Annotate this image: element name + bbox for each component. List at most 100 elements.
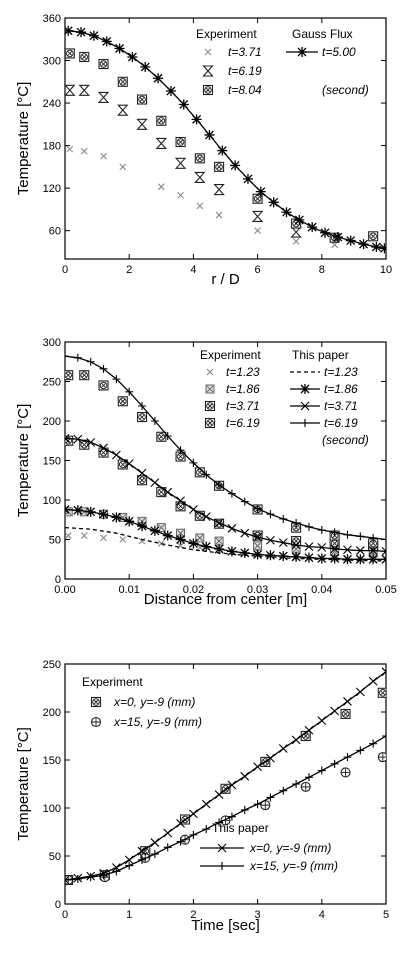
data-point-glyph: [119, 536, 127, 543]
legend-marker-ring: [206, 419, 214, 427]
series-point: [112, 867, 121, 876]
series-point-glyph: [150, 478, 160, 488]
series-point-glyph: [189, 505, 198, 514]
series-point-glyph: [381, 546, 386, 556]
series-point-glyph: [356, 532, 365, 541]
series-point: [150, 417, 159, 425]
data-point-ring: [157, 488, 166, 496]
series-point: [99, 871, 108, 880]
legend-unit-note: (second): [322, 83, 369, 97]
series-point-glyph: [65, 25, 74, 36]
series-point-glyph: [292, 780, 301, 788]
series-point-glyph: [227, 812, 236, 821]
series-point: [138, 401, 147, 410]
series-point: [358, 239, 369, 250]
plot-frame: [64, 17, 387, 260]
data-point-ring: [176, 138, 185, 146]
data-point-glyph: [80, 147, 88, 155]
series-point: [304, 542, 314, 551]
series-point: [332, 232, 343, 243]
legend-entry-label: t=3.71: [226, 399, 260, 413]
series-point: [65, 504, 70, 515]
series-point-glyph: [329, 553, 340, 564]
series-point-glyph: [240, 805, 249, 814]
series-point: [65, 876, 69, 884]
series-point-glyph: [65, 875, 70, 885]
x-tick-label: 6: [255, 264, 261, 276]
y-tick-label: 200: [43, 416, 61, 428]
series-point: [382, 732, 386, 740]
data-point-glyph: [80, 532, 88, 539]
series-point: [202, 825, 211, 834]
series-point: [111, 512, 122, 523]
series-point: [266, 535, 275, 545]
series-point: [317, 766, 326, 775]
series-point-glyph: [149, 525, 160, 536]
y-tick-label: 50: [49, 535, 61, 547]
series-point: [127, 51, 138, 62]
data-point-cross: [158, 489, 165, 495]
y-axis-label: Temperature [°C]: [15, 404, 32, 518]
legend-marker-cross: [207, 403, 213, 409]
series-point-glyph: [330, 759, 339, 768]
series-point: [227, 489, 236, 498]
series-point: [65, 433, 70, 443]
series-point: [266, 793, 275, 802]
series-point-glyph: [226, 546, 237, 557]
series-point: [215, 818, 224, 827]
legend-marker-glyph: [206, 368, 214, 376]
legend-marker: [300, 384, 310, 394]
data-point-ring: [176, 502, 185, 511]
series-point: [101, 36, 112, 47]
data-point-cross: [197, 155, 203, 162]
series-point: [149, 525, 160, 536]
series-point: [343, 697, 352, 706]
legend-marker-cross: [207, 420, 213, 426]
series-point: [153, 73, 164, 84]
legend-entry-label: t=1.86: [226, 382, 260, 396]
x-tick-label: 0.01: [118, 584, 139, 596]
data-point-box: [65, 370, 74, 381]
y-tick-label: 0: [55, 899, 61, 911]
series-point-glyph: [86, 437, 96, 447]
series-point: [150, 478, 160, 488]
legend-marker-glyph: [217, 843, 227, 853]
series-point-glyph: [279, 786, 288, 795]
series-point-glyph: [291, 540, 301, 550]
series-point-glyph: [73, 875, 82, 884]
x-tick-label: 0.03: [247, 584, 268, 596]
legend-marker: [205, 384, 215, 394]
series-point-glyph: [355, 687, 365, 697]
series-experiment-0: [65, 687, 386, 886]
series-point-glyph: [342, 554, 353, 565]
series-point-glyph: [291, 551, 302, 562]
series-point-glyph: [188, 538, 199, 549]
series-point-glyph: [191, 114, 202, 125]
data-point: [291, 544, 301, 554]
legend-marker-cross: [93, 699, 99, 705]
series-point: [76, 27, 87, 38]
series-experiment-2: [65, 48, 379, 243]
series-point-glyph: [281, 207, 292, 218]
series-experiment-1: [65, 752, 386, 886]
data-point-cross: [378, 752, 386, 762]
series-point-glyph: [304, 773, 313, 782]
data-point: [79, 370, 90, 381]
series-point: [175, 534, 186, 545]
series-point-glyph: [278, 551, 289, 562]
series-point: [189, 809, 198, 819]
data-point-cross: [293, 524, 299, 531]
series-point: [330, 544, 340, 554]
legend-marker: [90, 696, 102, 708]
legend-entry-label: t=6.19: [324, 416, 358, 430]
data-point: [157, 183, 165, 191]
data-point-glyph: [136, 118, 148, 130]
series-point-glyph: [227, 524, 237, 533]
data-point: [340, 767, 351, 778]
x-tick-label: 0.02: [183, 584, 204, 596]
data-point-ring: [80, 371, 89, 379]
data-point-cross: [254, 195, 261, 202]
series-point: [214, 790, 224, 799]
series-point-glyph: [330, 706, 340, 716]
series-point: [252, 549, 263, 560]
